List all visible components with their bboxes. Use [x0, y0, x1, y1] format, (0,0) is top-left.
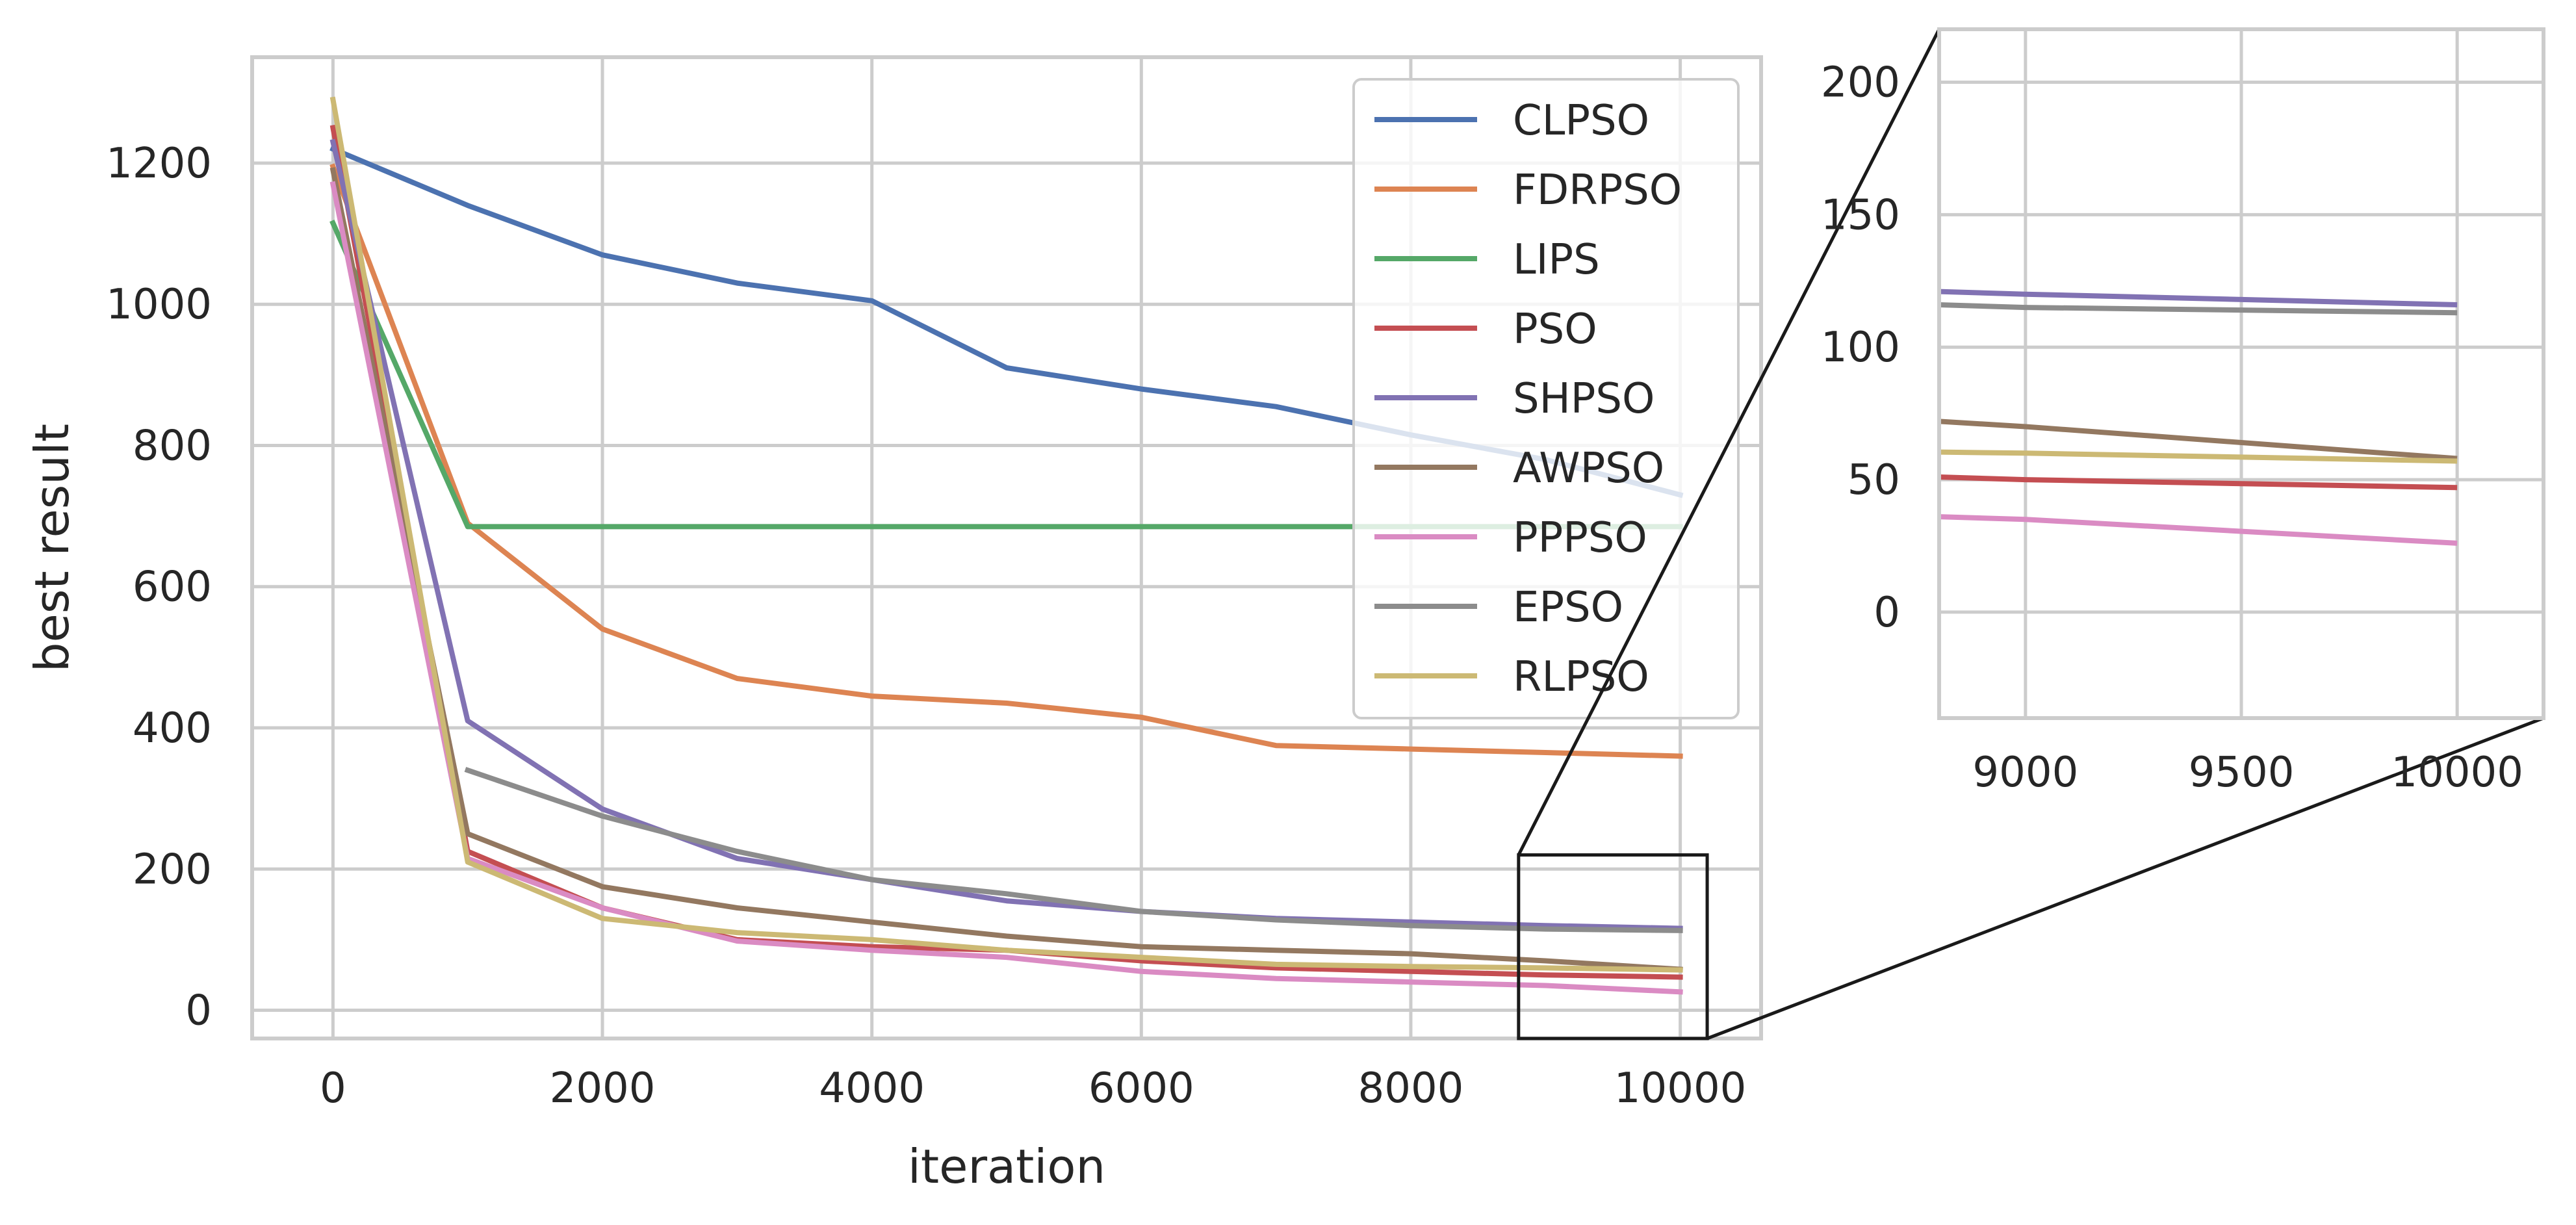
legend-label-clpso: CLPSO: [1513, 97, 1649, 145]
inset-y-tick-label: 200: [1821, 59, 1900, 107]
inset-y-tick-label: 0: [1874, 589, 1900, 637]
x-tick-label: 8000: [1358, 1064, 1464, 1113]
series-line-rlpso: [329, 96, 1683, 973]
inset-series-line-awpso: [1939, 419, 2458, 461]
inset-x-tick-label: 9500: [2189, 749, 2295, 797]
y-tick-label: 800: [133, 422, 212, 470]
y-tick-label: 1000: [106, 281, 212, 329]
legend-label-awpso: AWPSO: [1513, 445, 1664, 493]
legend-label-fdrpso: FDRPSO: [1513, 166, 1682, 214]
y-axis-label: best result: [25, 424, 79, 672]
x-axis-label: iteration: [908, 1139, 1105, 1194]
x-tick-label: 2000: [550, 1064, 656, 1113]
inset-y-tick-label: 150: [1821, 191, 1900, 239]
inset-grid: [1939, 29, 2544, 718]
y-tick-label: 400: [133, 704, 212, 753]
inset-series-line-rlpso: [1939, 449, 2458, 464]
legend-label-pppso: PPPSO: [1513, 514, 1647, 562]
legend-label-lips: LIPS: [1513, 236, 1600, 284]
inset-plot-frame: [1937, 27, 2545, 720]
inset-plot: 9000 9500 10000 0 50 100 150 200: [1821, 27, 2545, 797]
legend-label-rlpso: RLPSO: [1513, 653, 1649, 701]
series-line-pppso: [329, 181, 1683, 995]
main-y-tick-labels: 0 200 400 600 800 1000 1200: [106, 140, 212, 1035]
y-tick-label: 600: [133, 563, 212, 612]
series-line-shpso: [329, 138, 1683, 931]
series-line-awpso: [329, 167, 1683, 972]
inset-x-tick-label: 10000: [2391, 749, 2523, 797]
zoom-indicator: [1517, 28, 2544, 1040]
main-x-tick-labels: 0 2000 4000 6000 8000 10000: [320, 1064, 1746, 1113]
y-tick-label: 1200: [106, 140, 212, 188]
zoom-region-box: [1517, 853, 1709, 1040]
main-plot-frame: [250, 55, 1763, 1040]
inset-x-tick-label: 9000: [1972, 749, 2078, 797]
inset-y-tick-labels: 0 50 100 150 200: [1821, 59, 1900, 637]
legend-label-shpso: SHPSO: [1513, 375, 1655, 423]
legend: CLPSO FDRPSO LIPS PSO SHPSO AWPSO PPPSO EPSO RLP…: [1352, 78, 1740, 719]
x-tick-label: 6000: [1088, 1064, 1194, 1113]
inset-x-tick-labels: 9000 9500 10000: [1972, 749, 2523, 797]
zoom-connector-line: [1517, 28, 1941, 856]
legend-box: [1352, 78, 1740, 719]
inset-y-tick-label: 50: [1848, 456, 1900, 504]
inset-y-tick-label: 100: [1821, 324, 1900, 372]
zoom-connector-line: [1707, 716, 2544, 1040]
legend-label-pso: PSO: [1513, 305, 1597, 354]
series-line-epso: [464, 767, 1683, 933]
x-tick-label: 10000: [1614, 1064, 1747, 1113]
series-line-fdrpso: [329, 163, 1683, 759]
y-tick-label: 0: [185, 987, 212, 1035]
inset-series-line-pso: [1939, 474, 2458, 491]
legend-label-epso: EPSO: [1513, 584, 1623, 632]
x-tick-label: 4000: [819, 1064, 925, 1113]
y-tick-label: 200: [133, 845, 212, 894]
x-tick-label: 0: [320, 1064, 346, 1113]
